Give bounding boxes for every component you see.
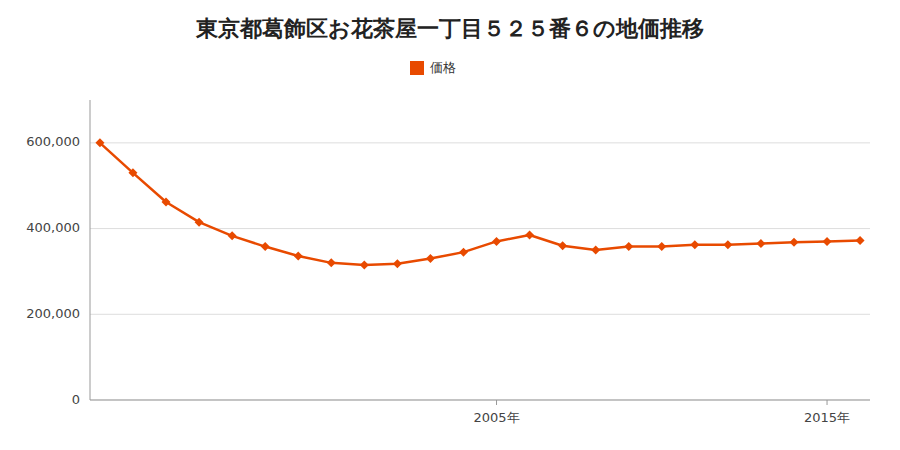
- series-marker: [690, 240, 699, 249]
- x-tick-label: 2005年: [473, 410, 519, 425]
- x-axis-line: [90, 400, 870, 401]
- series-marker: [657, 242, 666, 251]
- series-marker: [95, 138, 104, 147]
- series-marker: [393, 259, 402, 268]
- grid-line: [90, 142, 870, 143]
- series-marker: [162, 198, 171, 207]
- series-marker: [128, 168, 137, 177]
- y-tick-label: 200,000: [26, 306, 80, 321]
- series-marker: [558, 241, 567, 250]
- legend-swatch: [410, 61, 424, 75]
- x-tick: [496, 400, 497, 405]
- chart-title: 東京都葛飾区お花茶屋一丁目５２５番６の地価推移: [195, 16, 704, 41]
- series-marker: [426, 254, 435, 263]
- series-marker: [591, 246, 600, 255]
- series-marker: [228, 231, 237, 240]
- series-marker: [492, 237, 501, 246]
- y-tick-label: 600,000: [26, 134, 80, 149]
- series-marker: [789, 238, 798, 247]
- grid-line: [90, 400, 870, 401]
- y-tick-label: 0: [72, 392, 80, 407]
- series-marker: [756, 239, 765, 248]
- series-marker: [360, 261, 369, 270]
- series-marker: [525, 231, 534, 240]
- grid-line: [90, 314, 870, 315]
- chart-svg: 東京都葛飾区お花茶屋一丁目５２５番６の地価推移 0 200,000 400,000 60…: [0, 0, 900, 450]
- legend-label: 価格: [430, 60, 456, 75]
- series-marker: [195, 218, 204, 227]
- x-tick-label: 2015年: [804, 410, 850, 425]
- series-marker: [327, 258, 336, 267]
- grid: [90, 143, 870, 400]
- legend: 価格: [410, 60, 456, 76]
- series-marker: [294, 252, 303, 261]
- y-tick-label: 400,000: [26, 220, 80, 235]
- series-marker: [723, 240, 732, 249]
- x-tick: [827, 400, 828, 405]
- y-axis-line: [90, 100, 91, 400]
- grid-line: [90, 228, 870, 229]
- series-line: [100, 143, 860, 265]
- chart-container: 東京都葛飾区お花茶屋一丁目５２５番６の地価推移 0 200,000 400,000 60…: [0, 0, 900, 450]
- series-marker: [459, 248, 468, 257]
- plot-area: [95, 138, 864, 269]
- series-marker: [261, 242, 270, 251]
- page: {"chart_data": {"type": "line", "title":…: [0, 0, 900, 450]
- series-marker: [624, 242, 633, 251]
- series-marker: [856, 236, 865, 245]
- series-marker: [823, 237, 832, 246]
